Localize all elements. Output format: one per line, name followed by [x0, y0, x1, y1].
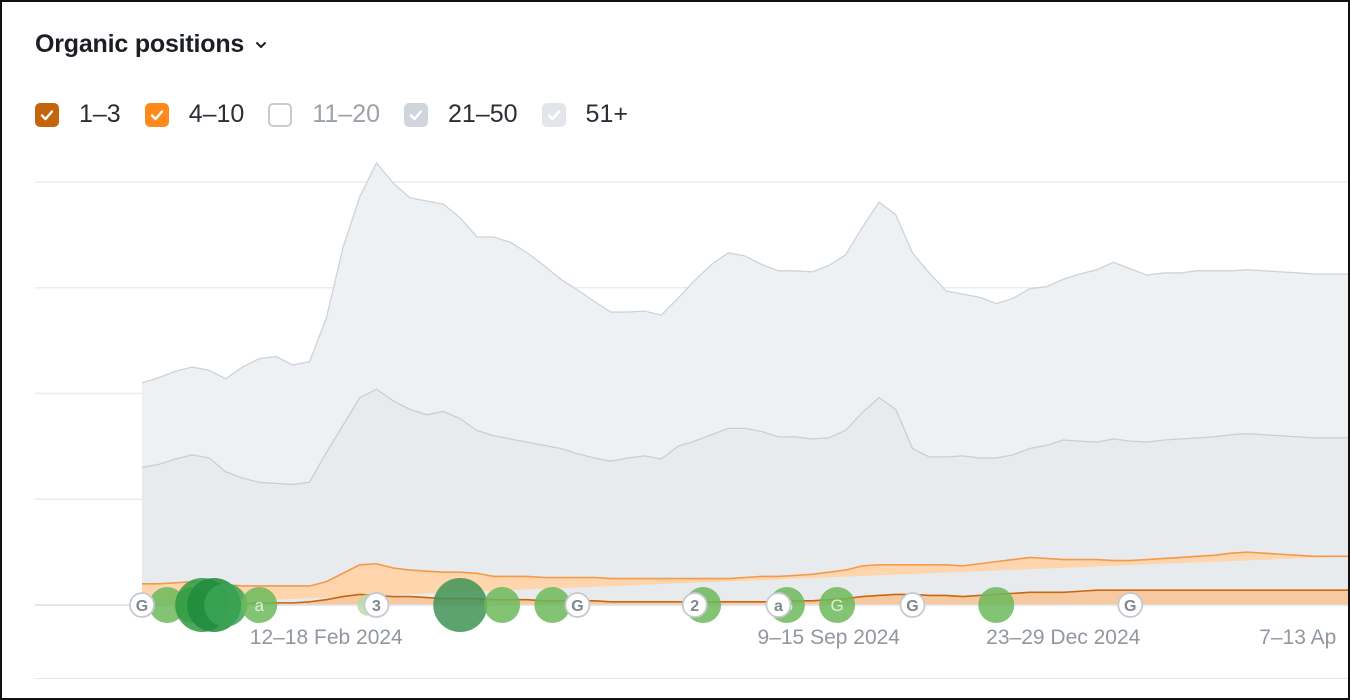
- event-marker-label: G: [136, 598, 148, 615]
- legend-item[interactable]: 1–3: [35, 100, 121, 129]
- legend-label: 1–3: [79, 100, 121, 128]
- series-area: [142, 389, 1348, 605]
- check-icon: [40, 109, 54, 120]
- legend-checkbox[interactable]: [268, 102, 293, 127]
- x-tick-label: 7–13 Ap: [1259, 626, 1336, 649]
- divider: [35, 678, 1348, 679]
- event-bubble-label: a: [255, 596, 265, 615]
- event-bubble: [149, 587, 186, 623]
- event-bubble: [819, 587, 856, 623]
- event-bubble: [978, 587, 1015, 623]
- event-marker: [1117, 592, 1144, 618]
- event-marker-label: G: [906, 598, 918, 615]
- event-marker: [681, 592, 708, 618]
- legend-item[interactable]: 21–50: [404, 100, 518, 129]
- legend-label: 11–20: [312, 100, 381, 128]
- legend: 1–3 4–10 11–20 21–50 51+: [35, 100, 652, 129]
- series-line: [142, 551, 1348, 587]
- series-line: [141, 161, 1348, 384]
- check-icon: [150, 109, 163, 120]
- x-tick-label: 9–15 Sep 2024: [758, 626, 901, 649]
- event-marker-label: G: [1124, 598, 1136, 615]
- check-icon: [409, 109, 423, 120]
- event-marker-label: a: [774, 598, 783, 615]
- legend-checkbox[interactable]: [144, 102, 169, 127]
- chart-title: Organic positions: [35, 30, 245, 58]
- chevron-down-icon: [256, 41, 267, 48]
- event-marker: [564, 592, 591, 618]
- legend-item[interactable]: 51+: [541, 100, 628, 129]
- legend-checkbox[interactable]: [404, 102, 429, 127]
- x-tick-label: 23–29 Dec 2024: [986, 626, 1140, 649]
- event-marker-label: 3: [372, 598, 381, 615]
- legend-item[interactable]: 11–20: [268, 100, 380, 129]
- event-bubble: [433, 578, 488, 632]
- legend-label: 21–50: [448, 100, 518, 128]
- legend-label: 4–10: [188, 100, 245, 128]
- legend-checkbox[interactable]: [541, 102, 566, 127]
- event-bubble: [484, 587, 521, 623]
- x-tick-label: 12–18 Feb 2024: [250, 626, 403, 649]
- event-marker: [129, 592, 155, 618]
- legend-item[interactable]: 4–10: [144, 100, 245, 129]
- event-bubble: [204, 583, 248, 627]
- event-marker-label: G: [571, 598, 583, 615]
- series-line: [141, 388, 1348, 486]
- event-marker-label: 2: [690, 598, 699, 615]
- event-marker: [899, 592, 926, 618]
- check-icon: [547, 109, 560, 120]
- legend-label: 51+: [585, 100, 628, 128]
- title-dropdown[interactable]: Organic positions: [35, 30, 268, 59]
- series-line: [142, 589, 1348, 606]
- event-marker: [765, 592, 792, 618]
- event-bubble: [534, 587, 571, 623]
- event-bubble-label: G: [831, 596, 844, 615]
- event-marker: [363, 592, 390, 618]
- legend-checkbox[interactable]: [35, 102, 59, 127]
- event-bubble: [241, 587, 278, 623]
